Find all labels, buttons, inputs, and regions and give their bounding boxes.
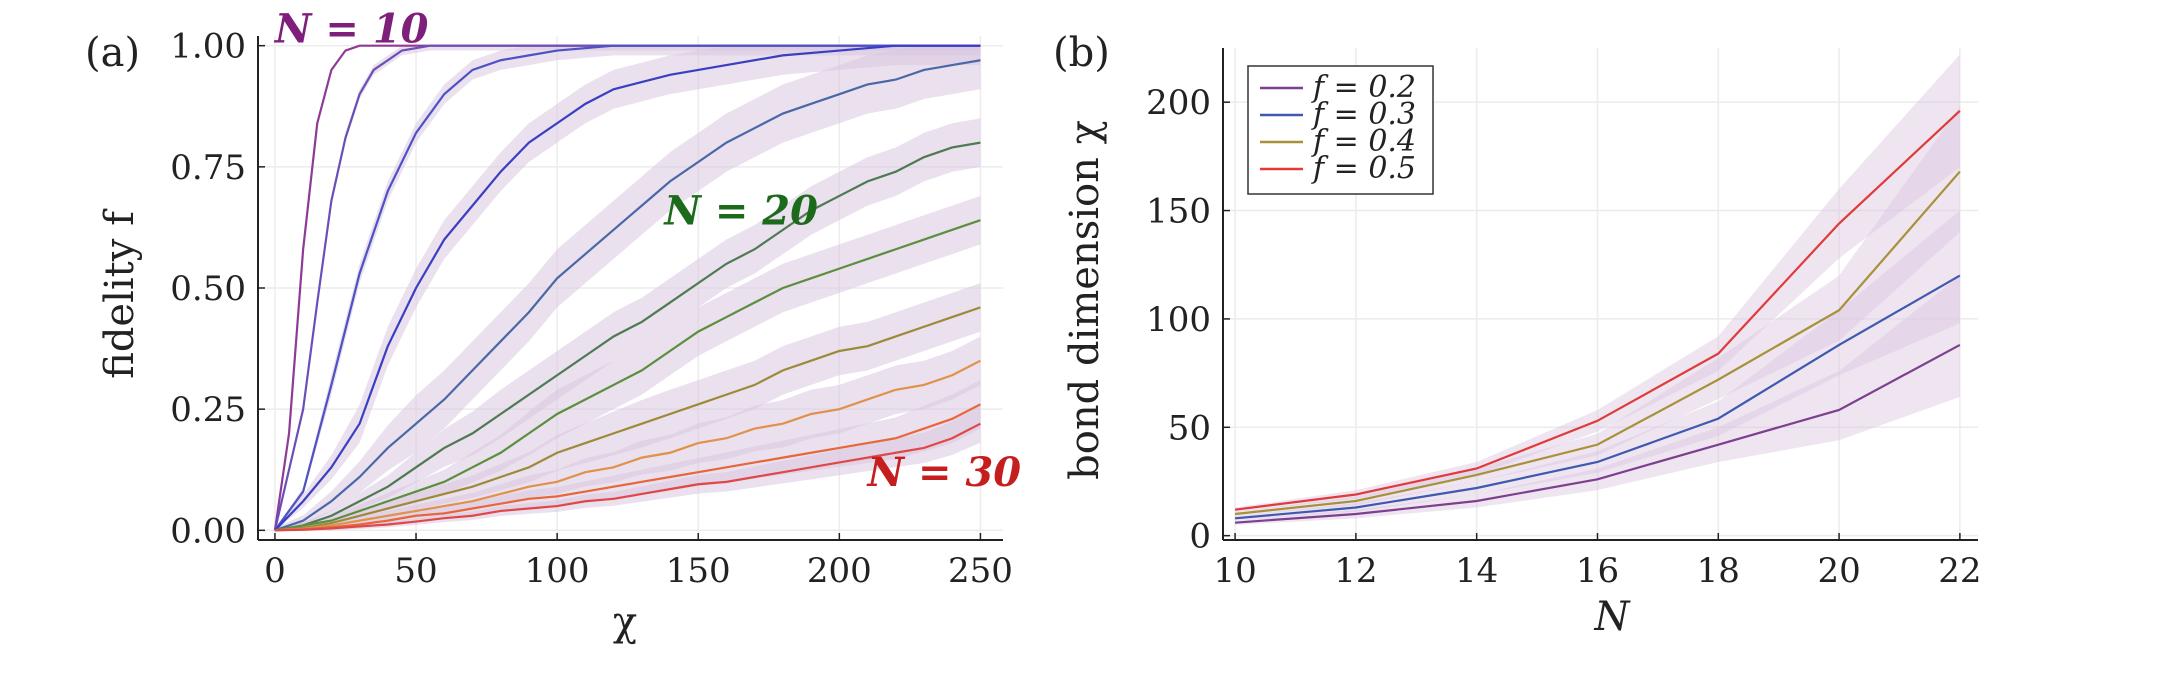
panel-b-series-line-1 (1234, 274, 1961, 520)
panel-b-series-line-2 (1234, 170, 1961, 516)
panel-b-band-1 (1235, 210, 1960, 521)
panel-b-label: (b) (1053, 30, 1110, 76)
panel-a-fidelity-chart: (a) 0 50 100 150 200 2500.000.250.500.751.00 … (85, 6, 1021, 645)
panel-a-band-4 (274, 45, 981, 531)
panel-a-uncertainty-bands (274, 45, 981, 531)
panel-b-x-tick-label: 12 (1334, 551, 1377, 591)
panel-a-series-line-3 (274, 44, 981, 532)
panel-a-band-7 (274, 283, 981, 531)
panel-a-series-line-10 (274, 422, 981, 532)
panel-b-y-tick-label: 200 (1146, 83, 1211, 123)
panel-a-band-5 (274, 118, 981, 531)
panel-a-tick-labels: 0 50 100 150 200 250 0.00 0.25 0.50 0.75 1.00 (170, 27, 1013, 591)
panel-a-annotation-1: N = 20 (662, 187, 818, 234)
panel-a-x-tick-label: 200 (807, 551, 872, 591)
panel-a-series-line-5 (274, 141, 981, 532)
panel-a-y-tick-label: 0.25 (170, 390, 246, 430)
panel-b-legend-label-2: f = 0.4 (1311, 124, 1416, 159)
panel-a-y-tick-label: 0.75 (170, 148, 246, 188)
panel-b-y-tick-label: 50 (1168, 408, 1211, 448)
panel-b-x-tick-label: 18 (1697, 551, 1740, 591)
panel-b-legend-label-1: f = 0.3 (1311, 97, 1416, 132)
panel-a-y-tick-label: 1.00 (170, 27, 246, 67)
panel-a-y-tick-label: 0.50 (170, 269, 246, 309)
panel-a-label: (a) (85, 30, 140, 76)
panel-a-y-axis-label: fidelity f (97, 208, 143, 379)
panel-a-annotations: N = 10 N = 20 N = 30 (273, 6, 1021, 496)
panel-b-legend-label-3: f = 0.5 (1311, 151, 1416, 186)
panel-b-band-0 (1235, 275, 1960, 525)
panel-a-series-line-1 (273, 44, 981, 531)
panel-a-series-lines (273, 44, 981, 532)
panel-b-band-2 (1235, 106, 1960, 517)
panel-a-series-line-2 (274, 44, 981, 531)
panel-a-x-axis-label: χ (613, 599, 637, 645)
panel-b-legend: f = 0.2f = 0.3f = 0.4f = 0.5 (1247, 65, 1434, 195)
panel-b-tick-labels: 10 12 14 16 18 20 22 0 50 100 150 200 (1146, 83, 1981, 591)
panel-b-x-tick-label: 10 (1213, 551, 1256, 591)
panel-b-x-tick-label: 22 (1938, 551, 1981, 591)
panel-b-series-line-0 (1235, 343, 1961, 524)
panel-a-series-line-6 (274, 219, 981, 532)
panel-b-grid (1223, 48, 1978, 540)
panel-a-x-tick-label: 100 (525, 551, 590, 591)
panel-a-x-tick-label: 0 (264, 551, 286, 591)
panel-b-x-tick-label: 20 (1817, 551, 1860, 591)
panel-a-x-tick-label: 250 (948, 551, 1013, 591)
panel-a-series-line-0 (273, 44, 981, 531)
panel-a-x-tick-label: 150 (666, 551, 731, 591)
panel-b-axes (1222, 48, 1978, 541)
panel-b-x-tick-label: 16 (1576, 551, 1619, 591)
panel-b-series-lines (1234, 110, 1961, 524)
panel-a-band-6 (274, 195, 981, 531)
panel-b-x-tick-label: 14 (1455, 551, 1498, 591)
panel-a-annotation-2: N = 30 (866, 449, 1022, 496)
panel-a-series-line-8 (274, 359, 981, 532)
panel-a-y-tick-label: 0.00 (170, 511, 246, 551)
panel-b-y-tick-label: 150 (1146, 192, 1211, 232)
panel-a-series-line-9 (274, 403, 981, 532)
panel-a-series-line-4 (274, 59, 981, 532)
panel-b-y-tick-label: 0 (1189, 517, 1211, 557)
panel-b-x-axis-label: N (1594, 594, 1632, 640)
panel-b-legend-label-0: f = 0.2 (1311, 70, 1416, 105)
panel-b-y-tick-label: 100 (1146, 300, 1211, 340)
panel-b-series-line-3 (1234, 110, 1961, 511)
panel-a-x-tick-label: 50 (394, 551, 437, 591)
panel-a-series-line-7 (274, 306, 981, 532)
panel-b-y-axis-label: bond dimension χ (1062, 120, 1108, 480)
panel-a-band-10 (274, 404, 981, 531)
panel-a-annotation-0: N = 10 (273, 6, 429, 53)
